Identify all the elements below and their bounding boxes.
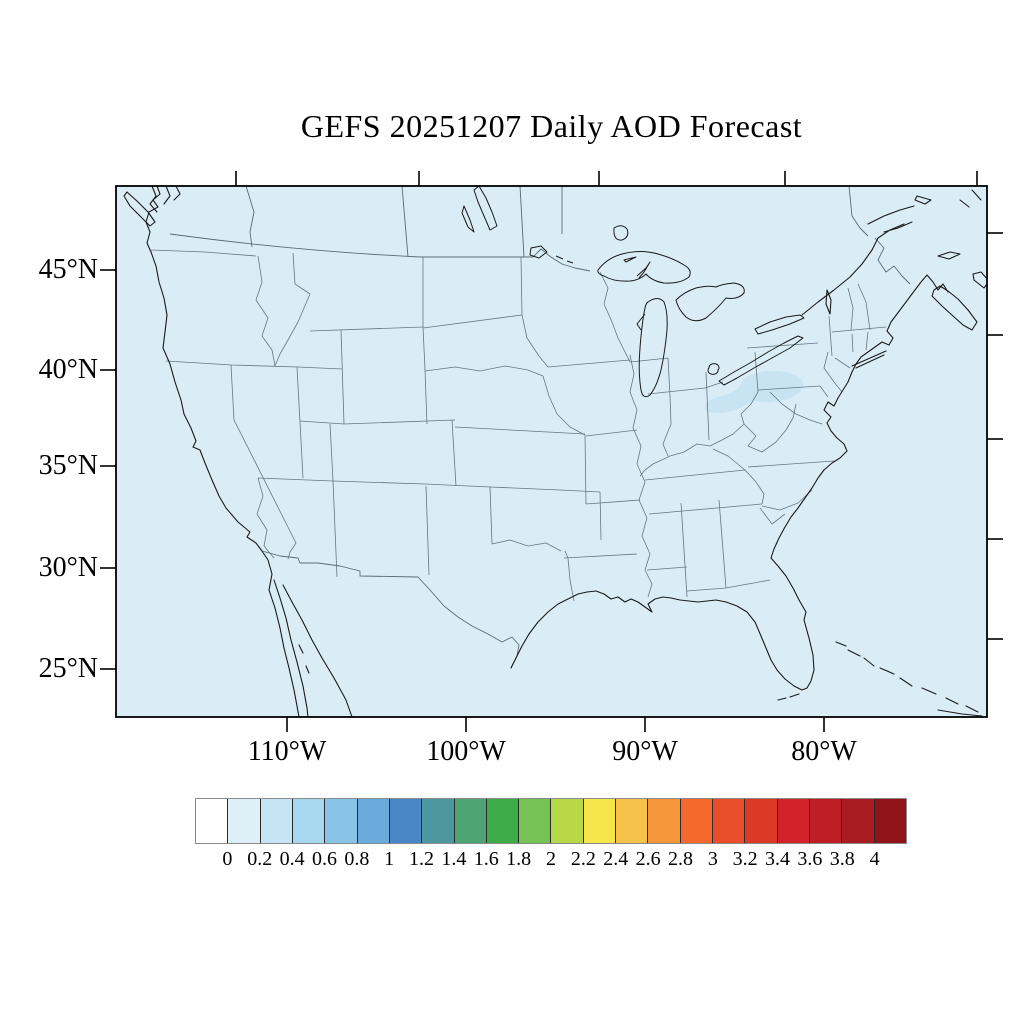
colorbar-cell (842, 799, 875, 843)
colorbar-tick-label: 4 (869, 848, 880, 870)
colorbar-cell (616, 799, 649, 843)
colorbar-cell (874, 799, 906, 843)
colorbar-cell (325, 799, 358, 843)
aod-patch (704, 370, 804, 414)
y-axis-tick-label: 30°N (38, 552, 98, 583)
colorbar-cell (454, 799, 487, 843)
colorbar-tick-label: 3.8 (829, 848, 855, 870)
colorbar-cell (519, 799, 552, 843)
colorbar-tick-label: 3.2 (732, 848, 758, 870)
colorbar-tick-label: 0.6 (311, 848, 337, 870)
colorbar-cell (292, 799, 326, 843)
colorbar-tick-label: 3.4 (765, 848, 791, 870)
state-borders (150, 249, 887, 602)
colorbar-cell (357, 799, 390, 843)
x-axis-tick-label: 80°W (791, 736, 857, 767)
great-lakes (461, 186, 805, 398)
y-axis-tick-label: 45°N (38, 254, 98, 285)
colorbar-tick-label: 1.2 (409, 848, 435, 870)
x-axis-tick-label: 110°W (247, 736, 327, 767)
colorbar-tick-label: 2.6 (635, 848, 661, 870)
coastlines (123, 186, 987, 717)
x-axis-tick-label: 90°W (612, 736, 678, 767)
colorbar-cell (713, 799, 746, 843)
colorbar-tick-label: 2.4 (603, 848, 629, 870)
y-axis-tick-label: 25°N (38, 653, 98, 684)
colorbar-tick-label: 0.4 (279, 848, 305, 870)
colorbar-cell (680, 799, 713, 843)
colorbar-cell (551, 799, 584, 843)
colorbar-tick-label: 0.2 (247, 848, 273, 870)
colorbar-tick-label: 1.4 (441, 848, 467, 870)
colorbar-cell (422, 799, 455, 843)
colorbar-tick-label: 1.6 (473, 848, 499, 870)
colorbar-cell (486, 799, 520, 843)
y-axis-tick-label: 35°N (38, 450, 98, 481)
colorbar-tick-label: 1.8 (506, 848, 532, 870)
colorbar-tick-label: 0.8 (344, 848, 370, 870)
colorbar-tick-label: 2.8 (667, 848, 693, 870)
colorbar (195, 798, 907, 844)
x-axis-tick-label: 100°W (426, 736, 506, 767)
plot-title: GEFS 20251207 Daily AOD Forecast (300, 108, 803, 144)
map-frame (115, 185, 988, 718)
colorbar-tick-label: 2 (546, 848, 556, 870)
colorbar-cell (389, 799, 423, 843)
colorbar-cell (777, 799, 810, 843)
colorbar-cell (809, 799, 843, 843)
colorbar-tick-label: 3 (707, 848, 718, 870)
colorbar-cell (196, 799, 229, 843)
colorbar-cell (260, 799, 293, 843)
colorbar-tick-label: 2.2 (570, 848, 596, 870)
national-borders (169, 186, 911, 669)
map-background (116, 186, 987, 717)
colorbar-tick-label: 1 (384, 848, 395, 870)
axis-ticks (100, 171, 1003, 732)
colorbar-cell (648, 799, 681, 843)
colorbar-tick-label: 3.6 (797, 848, 823, 870)
colorbar-cell (583, 799, 617, 843)
colorbar-cell (228, 799, 261, 843)
colorbar-cell (745, 799, 778, 843)
colorbar-tick-label: 0 (222, 848, 233, 870)
y-axis-tick-label: 40°N (38, 354, 98, 385)
